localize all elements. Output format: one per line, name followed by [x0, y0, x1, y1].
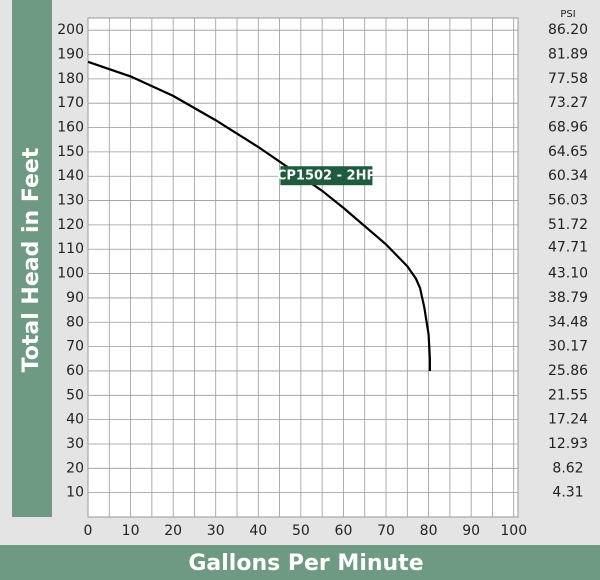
y-axis-label: Total Head in Feet	[19, 147, 44, 372]
y-tick-label: 110	[57, 241, 84, 257]
x-tick-label: 60	[335, 523, 353, 539]
y-tick-label: 120	[57, 217, 84, 233]
y2-tick-label: 47.71	[548, 240, 588, 256]
y2-tick-label: 64.65	[548, 144, 588, 160]
y2-tick-label: 77.58	[548, 71, 588, 87]
y-tick-label: 50	[66, 387, 84, 403]
y-tick-label: 40	[66, 412, 84, 428]
x-tick-label: 30	[207, 523, 225, 539]
y2-tick-label: 8.62	[552, 460, 583, 476]
y-tick-label: 180	[57, 71, 84, 87]
x-tick-label: 0	[84, 523, 93, 539]
y2-tick-label: 60.34	[548, 168, 588, 184]
x-tick-label: 10	[122, 523, 140, 539]
y-label-band	[12, 0, 52, 517]
y-tick-label: 100	[57, 266, 84, 282]
y-tick-label: 190	[57, 47, 84, 63]
y2-tick-label: 17.24	[548, 412, 588, 428]
y2-tick-label: 38.79	[548, 290, 588, 306]
plot-border	[87, 17, 519, 518]
x-axis-label: Gallons Per Minute	[188, 551, 423, 576]
y-tick-label: 170	[57, 95, 84, 111]
y2-tick-label: 4.31	[552, 485, 583, 501]
y2-tick-label: 34.48	[548, 314, 588, 330]
y2-tick-label: 43.10	[548, 266, 588, 282]
pump-curve	[87, 60, 431, 371]
y-tick-label: 10	[66, 485, 84, 501]
annotation-box	[280, 166, 373, 186]
x-tick-label: 100	[500, 523, 527, 539]
y-tick-label: 80	[66, 314, 84, 330]
y-tick-label: 70	[66, 339, 84, 355]
y-tick-label: 200	[57, 22, 84, 38]
y2-tick-label: 51.72	[548, 217, 588, 233]
y2-tick-label: 56.03	[548, 193, 588, 209]
y2-tick-label: 30.17	[548, 339, 588, 355]
y-tick-label: 20	[66, 460, 84, 476]
y-tick-label: 160	[57, 120, 84, 136]
y2-tick-label: 25.86	[548, 363, 588, 379]
y2-tick-label: 21.55	[548, 387, 588, 403]
x-tick-label: 20	[164, 523, 182, 539]
x-tick-label: 90	[462, 523, 480, 539]
y2-tick-label: 68.96	[548, 120, 588, 136]
x-tick-label: 40	[249, 523, 267, 539]
y2-tick-label: 73.27	[548, 95, 588, 111]
y2-tick-label: 81.89	[548, 47, 588, 63]
x-tick-label: 50	[292, 523, 310, 539]
y-tick-label: 150	[57, 144, 84, 160]
annotation: CP1502 - 2HP	[277, 169, 376, 184]
x-tick-label: 70	[377, 523, 395, 539]
y-tick-label: 30	[66, 436, 84, 452]
x-tick-label: 80	[420, 523, 438, 539]
x-label-band	[0, 545, 600, 580]
y2-axis-label: PSI	[560, 9, 575, 20]
y-tick-label: 90	[66, 290, 84, 306]
plot-area	[88, 18, 518, 517]
y2-tick-label: 86.20	[548, 22, 588, 38]
y-tick-label: 130	[57, 193, 84, 209]
y2-tick-label: 12.93	[548, 436, 588, 452]
y-tick-label: 140	[57, 168, 84, 184]
y-tick-label: 60	[66, 363, 84, 379]
